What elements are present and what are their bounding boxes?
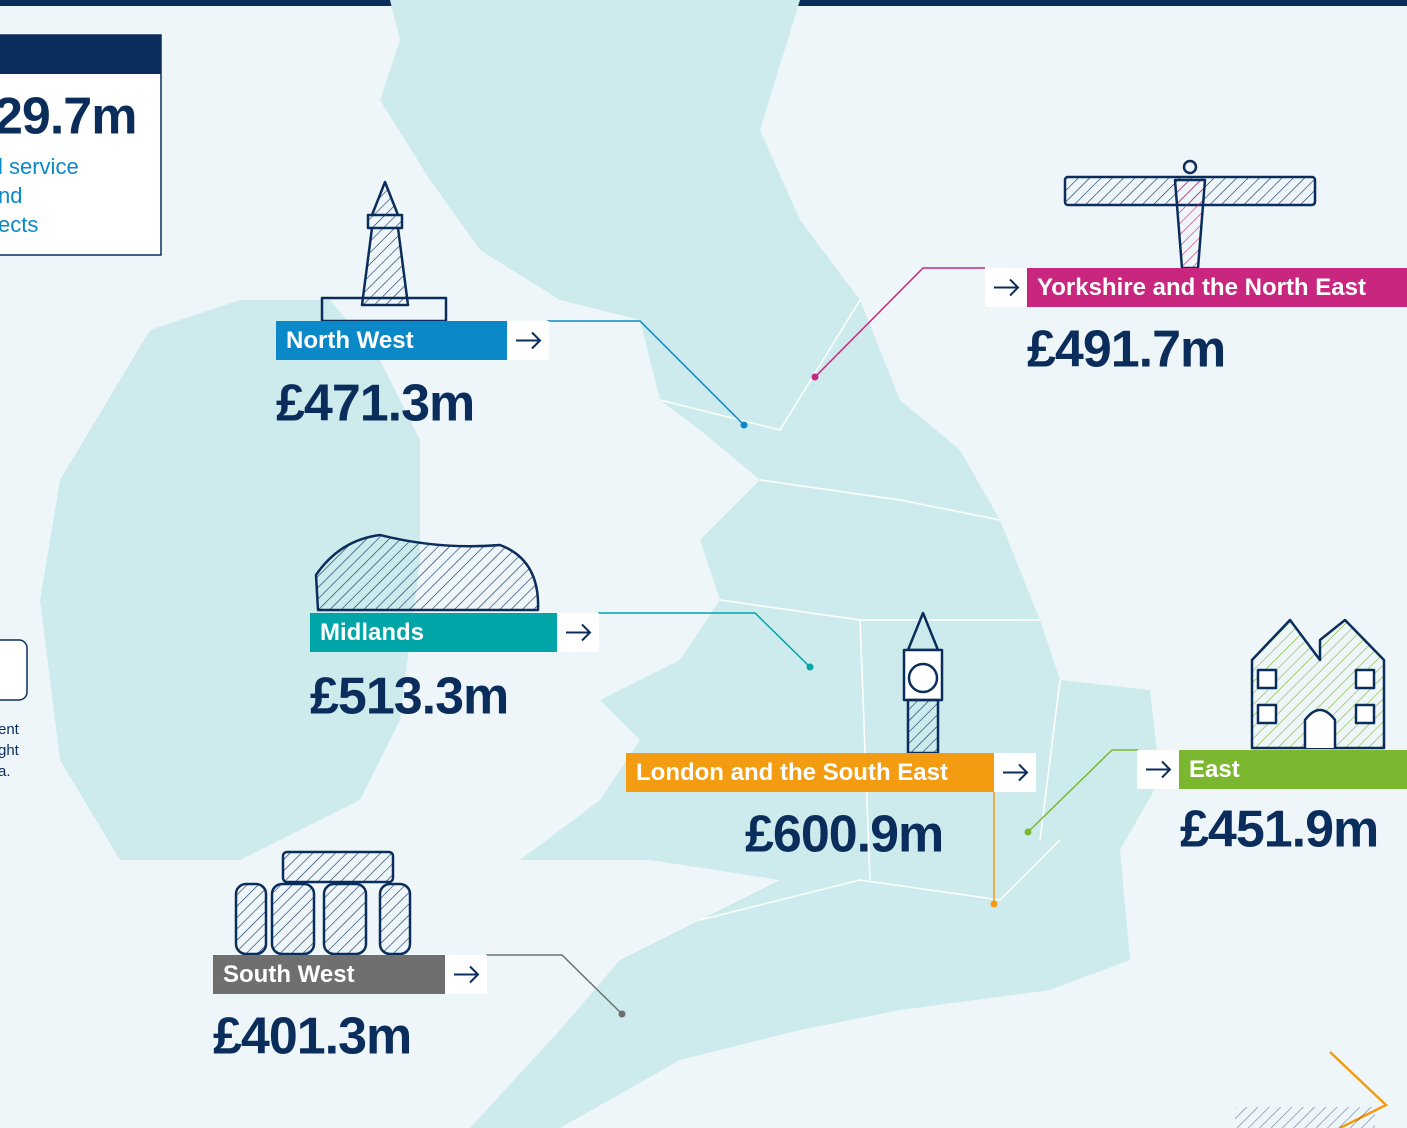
note-icon (0, 639, 28, 701)
angel-icon (1063, 159, 1317, 270)
tower-icon (320, 180, 448, 323)
connector-line (1027, 749, 1139, 833)
arena-icon (314, 533, 540, 612)
connector-dot (1024, 828, 1032, 836)
connector-dot (811, 373, 819, 381)
region-label-bg (1027, 268, 1407, 307)
side-note-line: ent (0, 721, 20, 738)
region-name: Midlands (320, 619, 424, 646)
region-label-bg (626, 753, 994, 792)
map-great-britain (380, 0, 1160, 1128)
region-name: South West (223, 961, 355, 988)
region-name: Yorkshire and the North East (1037, 274, 1366, 301)
region-amount: £513.3m (310, 668, 508, 726)
arrow-icon (566, 623, 592, 642)
region-name: North West (286, 327, 414, 354)
region-amount: £451.9m (1180, 801, 1378, 859)
summary-amount: 29.7m (0, 88, 136, 146)
region-amount: £471.3m (276, 375, 474, 433)
region-name: East (1189, 756, 1240, 783)
region-amount: £401.3m (213, 1008, 411, 1066)
map-ireland (40, 300, 420, 860)
connector-dot (618, 1010, 626, 1018)
summary-line: nd (0, 183, 22, 208)
big-ben-icon (902, 611, 944, 755)
arrow-icon (1003, 763, 1029, 782)
connector-line (814, 267, 985, 378)
arrow-icon (516, 331, 542, 350)
connector-dot (990, 900, 998, 908)
arrow-icon (454, 965, 480, 984)
connector-line (547, 320, 745, 426)
connector-dot (740, 421, 748, 429)
stonehenge-icon (234, 850, 412, 956)
side-note-line: ght (0, 742, 20, 759)
connector-dot (806, 663, 814, 671)
summary-line: l service (0, 154, 79, 179)
summary-line: ects (0, 212, 38, 237)
region-label-bg (1179, 750, 1407, 789)
summary-header (0, 35, 161, 74)
region-borders (659, 299, 1061, 921)
region-label-bg (310, 613, 557, 652)
region-name: London and the South East (636, 759, 948, 786)
region-amount: £491.7m (1027, 321, 1225, 379)
region-amount: £600.9m (745, 806, 943, 864)
region-label-bg (213, 955, 445, 994)
connector-line (486, 954, 623, 1015)
region-label-bg (276, 321, 507, 360)
connector-line (598, 612, 811, 668)
decor-hatch (1235, 1107, 1375, 1128)
arrow-icon (1146, 760, 1172, 779)
side-note-line: a. (0, 763, 11, 780)
arrow-icon (994, 278, 1020, 297)
building-icon (1250, 618, 1386, 750)
